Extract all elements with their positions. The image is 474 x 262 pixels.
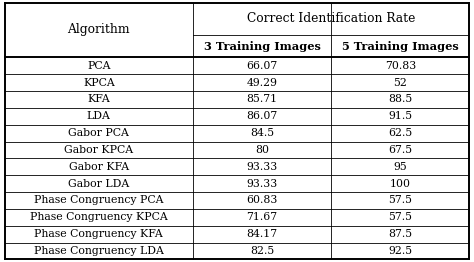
- Text: 93.33: 93.33: [246, 179, 278, 189]
- Text: Phase Congruency KPCA: Phase Congruency KPCA: [30, 212, 168, 222]
- Text: Gabor PCA: Gabor PCA: [68, 128, 129, 138]
- Text: KPCA: KPCA: [83, 78, 115, 88]
- Text: PCA: PCA: [87, 61, 110, 71]
- Text: 86.07: 86.07: [246, 111, 278, 121]
- Text: 70.83: 70.83: [385, 61, 416, 71]
- Text: LDA: LDA: [87, 111, 111, 121]
- Text: Phase Congruency PCA: Phase Congruency PCA: [34, 195, 164, 205]
- Text: 87.5: 87.5: [388, 229, 412, 239]
- Text: 85.71: 85.71: [246, 95, 278, 105]
- Text: 100: 100: [390, 179, 411, 189]
- Text: Gabor KFA: Gabor KFA: [69, 162, 129, 172]
- Text: KFA: KFA: [87, 95, 110, 105]
- Text: 66.07: 66.07: [246, 61, 278, 71]
- Text: 91.5: 91.5: [388, 111, 412, 121]
- Text: 82.5: 82.5: [250, 246, 274, 256]
- Text: Gabor LDA: Gabor LDA: [68, 179, 129, 189]
- Text: 57.5: 57.5: [388, 212, 412, 222]
- Text: 49.29: 49.29: [246, 78, 278, 88]
- Text: 57.5: 57.5: [388, 195, 412, 205]
- Text: 80: 80: [255, 145, 269, 155]
- Text: 84.5: 84.5: [250, 128, 274, 138]
- Text: 84.17: 84.17: [246, 229, 278, 239]
- Text: Phase Congruency LDA: Phase Congruency LDA: [34, 246, 164, 256]
- Text: Algorithm: Algorithm: [67, 24, 130, 36]
- Text: Gabor KPCA: Gabor KPCA: [64, 145, 133, 155]
- Text: 93.33: 93.33: [246, 162, 278, 172]
- Text: 71.67: 71.67: [246, 212, 278, 222]
- Text: 95: 95: [393, 162, 407, 172]
- Text: 5 Training Images: 5 Training Images: [342, 41, 459, 52]
- Text: 52: 52: [393, 78, 407, 88]
- Text: 67.5: 67.5: [388, 145, 412, 155]
- Text: 3 Training Images: 3 Training Images: [204, 41, 320, 52]
- Text: 88.5: 88.5: [388, 95, 412, 105]
- Text: 60.83: 60.83: [246, 195, 278, 205]
- Text: Correct Identification Rate: Correct Identification Rate: [247, 12, 415, 25]
- Text: 62.5: 62.5: [388, 128, 412, 138]
- Text: Phase Congruency KFA: Phase Congruency KFA: [35, 229, 163, 239]
- Text: 92.5: 92.5: [388, 246, 412, 256]
